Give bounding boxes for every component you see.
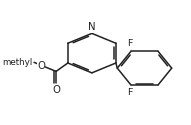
- Text: O: O: [37, 61, 45, 71]
- Text: F: F: [127, 39, 133, 48]
- Text: N: N: [88, 22, 96, 32]
- Text: O: O: [52, 85, 60, 95]
- Text: methyl: methyl: [3, 58, 33, 67]
- Text: F: F: [127, 88, 133, 97]
